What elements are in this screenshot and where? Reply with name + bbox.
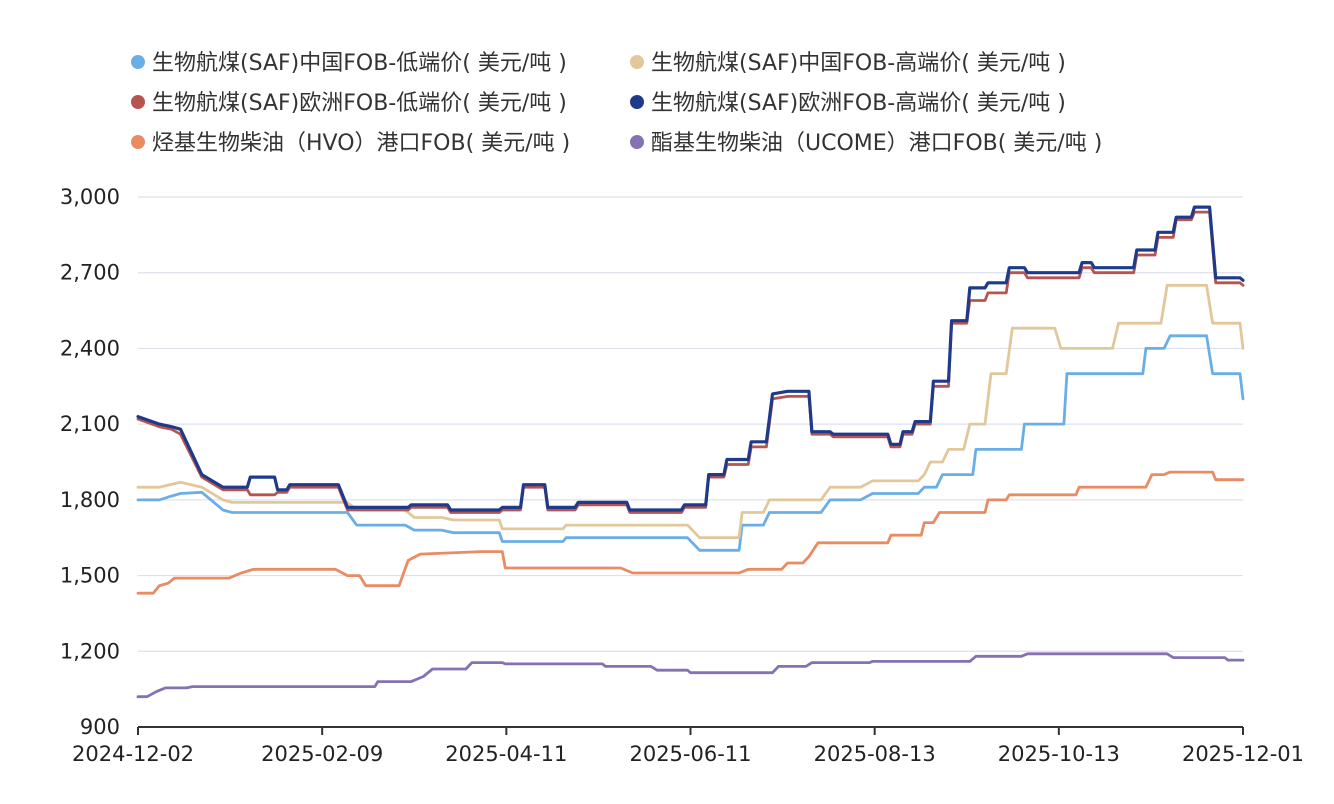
legend-label-hvo: 烃基生物柴油（HVO）港口FOB( 美元/吨 ) [152,131,570,156]
x-tick-label: 2025-06-11 [629,742,751,766]
legend-item-saf-eu-high[interactable]: 生物航煤(SAF)欧洲FOB-高端价( 美元/吨 ) [630,91,1066,116]
series-lines [136,205,1245,699]
legend-item-hvo[interactable]: 烃基生物柴油（HVO）港口FOB( 美元/吨 ) [131,131,570,156]
series-line-ucome [136,652,1245,699]
legend-marker-saf-cn-low [131,55,145,69]
legend-marker-ucome [630,135,644,149]
x-tick-label: 2025-02-09 [261,742,383,766]
legend-marker-saf-eu-low [131,95,145,109]
legend-label-saf-eu-low: 生物航煤(SAF)欧洲FOB-低端价( 美元/吨 ) [152,91,567,116]
series-line-saf-eu-low [136,210,1245,514]
y-tick-label: 3,000 [60,185,120,209]
grid-lines [138,196,1243,652]
series-line-saf-cn-low [136,334,1245,552]
y-tick-label: 900 [80,715,120,739]
legend-label-saf-eu-high: 生物航煤(SAF)欧洲FOB-高端价( 美元/吨 ) [651,91,1066,116]
legend-item-ucome[interactable]: 酯基生物柴油（UCOME）港口FOB( 美元/吨 ) [630,131,1102,156]
y-tick-label: 2,400 [60,336,120,360]
legend-item-saf-cn-high[interactable]: 生物航煤(SAF)中国FOB-高端价( 美元/吨 ) [630,51,1066,76]
y-tick-label: 2,100 [60,412,120,436]
legend-label-ucome: 酯基生物柴油（UCOME）港口FOB( 美元/吨 ) [651,131,1102,156]
y-tick-label: 1,800 [60,488,120,512]
x-tick-label: 2025-08-13 [814,742,936,766]
x-tick-label: 2024-12-02 [72,742,194,766]
x-tick-label: 2025-04-11 [445,742,567,766]
legend-item-saf-eu-low[interactable]: 生物航煤(SAF)欧洲FOB-低端价( 美元/吨 ) [131,91,567,116]
legend-marker-saf-cn-high [630,55,644,69]
y-tick-label: 1,200 [60,639,120,663]
legend-label-saf-cn-low: 生物航煤(SAF)中国FOB-低端价( 美元/吨 ) [152,51,567,76]
legend[interactable]: 生物航煤(SAF)中国FOB-低端价( 美元/吨 ) 生物航煤(SAF)中国FO… [131,51,1102,156]
y-axis-ticks: 900 1,200 1,500 1,800 2,100 2,400 2,700 3,000 [60,185,120,739]
legend-marker-saf-eu-high [630,95,644,109]
legend-marker-hvo [131,135,145,149]
legend-label-saf-cn-high: 生物航煤(SAF)中国FOB-高端价( 美元/吨 ) [651,51,1066,76]
y-tick-label: 1,500 [60,564,120,588]
series-line-hvo [136,470,1245,595]
x-axis: 2024-12-02 2025-02-09 2025-04-11 2025-06-11… [72,726,1304,766]
series-line-saf-eu-high [136,205,1245,512]
x-tick-label: 2025-10-13 [998,742,1120,766]
legend-item-saf-cn-low[interactable]: 生物航煤(SAF)中国FOB-低端价( 美元/吨 ) [131,51,567,76]
x-tick-label: 2025-12-01 [1182,742,1304,766]
y-tick-label: 2,700 [60,261,120,285]
